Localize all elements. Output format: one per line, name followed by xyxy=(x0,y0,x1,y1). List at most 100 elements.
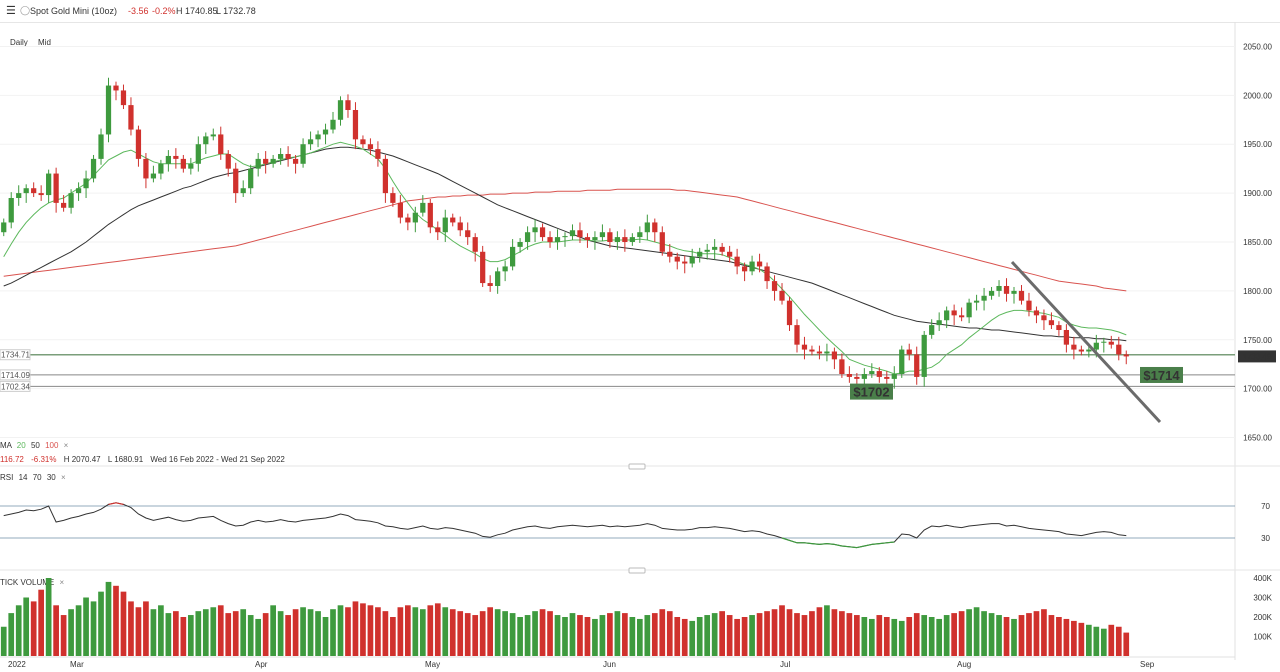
downtrend-line xyxy=(1010,260,1162,424)
price-tick-label: 1850.00 xyxy=(1243,238,1272,247)
volume-bar xyxy=(689,620,696,656)
hamburger-menu-icon[interactable]: ☰ xyxy=(6,5,16,17)
panel-resize-handle xyxy=(628,463,646,470)
candle-body xyxy=(180,158,186,169)
candle-body xyxy=(846,374,852,377)
volume-close-icon[interactable]: × xyxy=(59,578,65,587)
volume-bar xyxy=(255,618,262,656)
candle-body xyxy=(936,320,942,326)
volume-bar xyxy=(397,607,404,656)
candle-body xyxy=(1041,315,1047,321)
volume-bar xyxy=(509,613,516,656)
candle-body xyxy=(495,271,501,286)
volume-bar xyxy=(577,615,583,656)
volume-bar xyxy=(532,611,538,656)
rsi-oversold-segment xyxy=(886,541,895,544)
candle-body xyxy=(450,217,456,223)
volume-bar xyxy=(292,609,299,656)
volume-bar xyxy=(60,615,67,656)
candle-body xyxy=(1116,344,1122,355)
candle-body xyxy=(876,371,882,377)
volume-bar xyxy=(449,609,456,656)
candle-body xyxy=(330,119,336,130)
volume-bar xyxy=(419,609,426,656)
candle-body xyxy=(337,100,344,120)
candle-body xyxy=(53,173,59,203)
price-type-selector[interactable]: Mid xyxy=(38,38,51,47)
volume-bar xyxy=(232,611,239,656)
volume-bar xyxy=(262,613,269,656)
candle-body xyxy=(884,376,890,379)
volume-bar xyxy=(105,581,112,656)
volume-bar xyxy=(247,615,254,656)
volume-bar xyxy=(143,601,149,656)
candle-body xyxy=(891,374,897,379)
candle-body xyxy=(435,227,441,233)
ma-legend: MA 20 50 100 × xyxy=(0,441,68,450)
volume-bar xyxy=(1085,624,1092,656)
candle-body xyxy=(629,237,635,242)
instrument-circle-icon: ◯ xyxy=(20,5,31,15)
range-change: 116.72 xyxy=(0,455,24,464)
candle-body xyxy=(831,351,838,360)
candle-body xyxy=(771,281,778,291)
volume-bar xyxy=(868,618,875,656)
volume-bar xyxy=(135,607,142,656)
candle-body xyxy=(412,212,418,223)
rsi-line xyxy=(3,502,1127,549)
candle-body xyxy=(345,100,351,110)
volume-bar xyxy=(831,609,838,656)
interval-selector[interactable]: Daily xyxy=(10,38,28,47)
volume-bar xyxy=(644,615,651,656)
volume-bar xyxy=(786,609,793,656)
volume-bar xyxy=(921,615,928,656)
rsi-oversold-segment xyxy=(811,543,820,545)
volume-bar xyxy=(711,613,718,656)
candle-body xyxy=(480,251,486,284)
volume-bar xyxy=(307,609,314,656)
candle-body xyxy=(854,376,860,379)
volume-bar xyxy=(367,605,374,656)
volume-bar xyxy=(1071,620,1077,656)
volume-tick-label: 200K xyxy=(1253,613,1272,622)
volume-bar xyxy=(83,597,89,656)
candle-body xyxy=(420,202,426,213)
x-tick-label: Sep xyxy=(1140,660,1155,669)
candle-body xyxy=(824,351,830,354)
volume-bar xyxy=(719,611,725,656)
candle-body xyxy=(944,310,950,321)
volume-bar xyxy=(936,618,943,656)
volume-bar xyxy=(592,618,598,656)
volume-bar xyxy=(749,615,755,656)
volume-bar xyxy=(382,611,389,656)
volume-bar xyxy=(1063,618,1070,656)
volume-bar xyxy=(1108,624,1115,656)
volume-bar xyxy=(1115,626,1122,656)
price-callout-label: $1714 xyxy=(1143,368,1180,383)
candle-body xyxy=(98,134,104,159)
candle-body xyxy=(300,144,306,164)
x-tick-label: Jun xyxy=(603,660,616,669)
candle-body xyxy=(322,129,329,135)
candle-body xyxy=(68,193,74,208)
rsi-close-icon[interactable]: × xyxy=(61,473,66,482)
ma-close-icon[interactable]: × xyxy=(63,441,69,450)
candle-body xyxy=(382,158,389,194)
volume-bar xyxy=(659,609,666,656)
candle-body xyxy=(801,344,808,350)
volume-bar xyxy=(898,620,905,656)
volume-bar xyxy=(981,611,987,656)
candle-body xyxy=(75,188,82,194)
ma50-param: 50 xyxy=(30,441,40,450)
ma100-param: 100 xyxy=(45,441,59,450)
candle-body xyxy=(307,139,314,145)
volume-bar xyxy=(1011,618,1017,656)
rsi-oversold-segment xyxy=(841,545,850,548)
candle-body xyxy=(966,302,972,318)
candle-body xyxy=(457,222,463,231)
candle-body xyxy=(442,217,448,233)
volume-bar xyxy=(75,605,82,656)
volume-bar xyxy=(771,609,778,656)
candle-body xyxy=(173,155,179,159)
